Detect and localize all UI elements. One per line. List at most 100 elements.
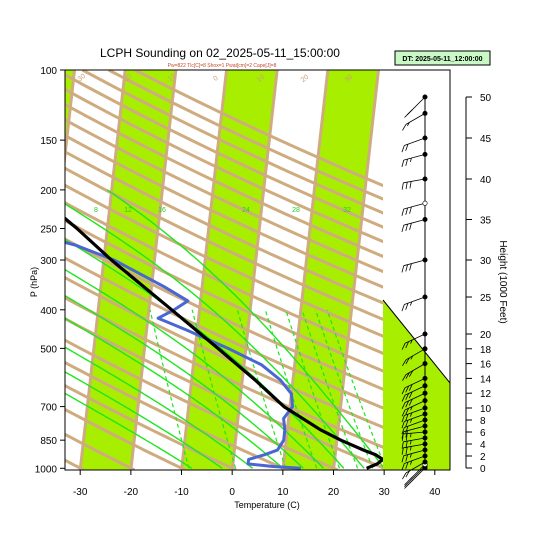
dry-adiabat: [65, 383, 237, 470]
dt-label: DT: 2025-05-11_12:00:00: [402, 56, 482, 63]
wind-barb-flag: [405, 462, 409, 469]
wind-station-dot: [422, 294, 428, 300]
isotherm-label: 0: [212, 75, 220, 83]
wind-barb-flag: [405, 372, 410, 379]
wind-barb-flag: [410, 446, 412, 451]
isotherm-label: 60: [472, 74, 483, 84]
wind-station-dot: [422, 94, 428, 100]
plot-frame: [64, 69, 451, 471]
dry-adiabat: [65, 296, 383, 449]
wind-station-dot: [422, 405, 428, 411]
x-axis-label: Temperature (C): [234, 500, 300, 510]
wind-barb-flag: [410, 355, 414, 360]
temperature-line: [65, 216, 383, 470]
moist-adiabat: [106, 189, 383, 468]
x-tick-label: 30: [379, 487, 391, 498]
wind-station-dot: [422, 435, 428, 441]
wind-barb-flag: [401, 427, 405, 435]
wind-barb-flag: [401, 441, 404, 449]
dry-adiabat: [65, 118, 383, 274]
x-tick-label: 10: [277, 487, 289, 498]
wind-barb-flag: [401, 421, 405, 429]
isotherm-label: 30: [344, 74, 355, 84]
wind-barb-flag: [405, 158, 408, 166]
wind-station-dot: [422, 390, 428, 396]
x-tick-label: -30: [73, 487, 88, 498]
y-tick-label: 1000: [35, 464, 58, 475]
wind-barb-flag: [405, 393, 410, 400]
wind-station-dot: [422, 151, 428, 157]
wind-station-dot: [422, 453, 428, 459]
wind-station-dot: [422, 398, 428, 404]
wind-station-dot: [422, 383, 428, 389]
chart-title: LCPH Sounding on 02_2025-05-11_15:00:00: [100, 46, 340, 60]
wind-barb-flag: [401, 402, 406, 410]
height-tick-label: 45: [480, 134, 492, 145]
wind-barb-flag: [401, 409, 406, 417]
wind-station-dot: [422, 429, 428, 435]
wind-station-dot: [422, 417, 428, 423]
wind-barb-flag: [405, 430, 408, 438]
wind-barb-flag: [404, 479, 410, 486]
wind-barb-flag: [410, 460, 413, 465]
isotherm-label: -30: [75, 73, 87, 85]
wind-barb-flag: [401, 304, 405, 312]
wind-barb-flag: [409, 157, 412, 163]
isotherm-lines: [65, 70, 383, 470]
wind-barb-flag: [409, 206, 412, 214]
wind-barb-flag: [405, 426, 409, 433]
mixing-ratio-label: 16: [158, 207, 166, 214]
wind-barb-flag: [409, 476, 413, 481]
x-tick-label: 40: [429, 487, 441, 498]
mixing-ratio-line: [301, 309, 359, 469]
wind-barb-flag: [408, 384, 413, 391]
wind-barb-flag: [405, 414, 409, 421]
wind-barb-flag: [401, 208, 405, 216]
wind-barb-flag: [401, 447, 404, 455]
height-tick-label: 20: [480, 330, 492, 341]
dry-adiabat: [65, 150, 383, 305]
wind-barb-flag: [401, 159, 405, 167]
mixing-ratio-line: [314, 309, 374, 469]
moist-adiabat: [65, 294, 304, 469]
wind-barb-flag: [409, 263, 412, 271]
wind-barb-flag: [405, 357, 410, 365]
dt-badge: DT: 2025-05-11_12:00:00: [394, 50, 491, 66]
wind-barb-flag: [405, 385, 410, 393]
moist-adiabat: [65, 392, 193, 469]
mixing-ratio-label: 28: [292, 207, 300, 214]
wind-barb-flag: [405, 420, 409, 427]
wind-barb-flag: [405, 454, 408, 462]
wind-barb-flag: [410, 440, 412, 445]
wind-station-dot: [422, 135, 428, 141]
dry-adiabat: [65, 360, 288, 470]
y-tick-label: 400: [40, 306, 57, 317]
wind-barb-flag: [401, 463, 405, 471]
wind-station-dot: [422, 217, 428, 223]
height-tick-label: 12: [480, 389, 492, 400]
wind-barb: [409, 465, 426, 483]
y-tick-label: 500: [40, 344, 57, 355]
wind-barb-flag: [409, 223, 412, 231]
wind-barb-flag: [410, 406, 413, 411]
wind-station-dot: [422, 200, 428, 206]
wind-station-dot: [422, 423, 428, 429]
isotherm-label: -20: [121, 73, 133, 85]
wind-barb-flag: [408, 370, 414, 377]
wind-panel-background: [383, 70, 450, 470]
y-tick-label: 700: [40, 403, 57, 414]
height-tick-label: 18: [480, 345, 492, 356]
moist-adiabats: [65, 189, 383, 469]
y-tick-label: 200: [40, 186, 57, 197]
wind-barb-flag: [402, 359, 407, 367]
height-tick-label: 0: [480, 464, 486, 475]
wind-barb-flag: [402, 124, 407, 131]
height-tick-label: 4: [480, 440, 486, 451]
wind-station-dot: [422, 331, 428, 337]
wind-barb-flag: [401, 225, 405, 233]
x-axis: -30 -20 -10 0 10 20 30 40: [73, 470, 441, 498]
wind-barb-flag: [410, 412, 413, 417]
wind-barb-flag: [405, 207, 408, 215]
